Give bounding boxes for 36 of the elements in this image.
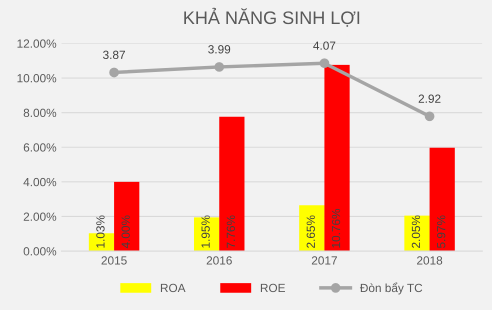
bar: [299, 205, 324, 252]
data-label: 3.87: [103, 50, 125, 60]
data-label: 4.00%: [122, 215, 130, 248]
data-label: 4.07: [313, 41, 336, 50]
data-label: 2.65%: [306, 215, 315, 248]
data-label: 7.76%: [226, 215, 236, 248]
legend-label: Đòn bẩy TC: [360, 282, 422, 294]
bar: [324, 64, 350, 252]
data-label: 2.05%: [412, 215, 420, 248]
data-label: 1.03%: [96, 215, 105, 248]
point: [109, 68, 119, 78]
y-tick-label: 10.00%: [18, 74, 56, 82]
data-label: 5.97%: [437, 215, 446, 248]
bar: [219, 116, 244, 252]
bar: [430, 148, 455, 252]
data-label: 3.99: [208, 45, 230, 54]
legend-label: ROE: [260, 284, 285, 292]
y-tick-label: 0.00%: [24, 247, 56, 256]
data-label: 10.76%: [332, 208, 340, 248]
y-tick-label: 6.00%: [24, 143, 56, 152]
point: [214, 62, 224, 72]
y-tick-label: 2.00%: [24, 212, 56, 221]
x-tick-label: 2018: [417, 256, 442, 265]
x-tick-label: 2016: [206, 256, 232, 265]
data-label: 1.95%: [201, 215, 210, 248]
legend-label: ROA: [160, 284, 186, 292]
bar: [114, 182, 140, 252]
data-label: 2.92: [418, 94, 440, 103]
y-tick-label: 4.00%: [23, 178, 56, 186]
x-tick-label: 2015: [102, 256, 127, 265]
point: [424, 111, 434, 122]
point: [320, 58, 330, 68]
x-tick-label: 2017: [312, 256, 337, 265]
y-tick-label: 12.00%: [18, 39, 56, 48]
y-tick-label: 8.00%: [24, 108, 56, 118]
chart-title: KHẢ NĂNG SINH LỢI: [184, 8, 360, 27]
